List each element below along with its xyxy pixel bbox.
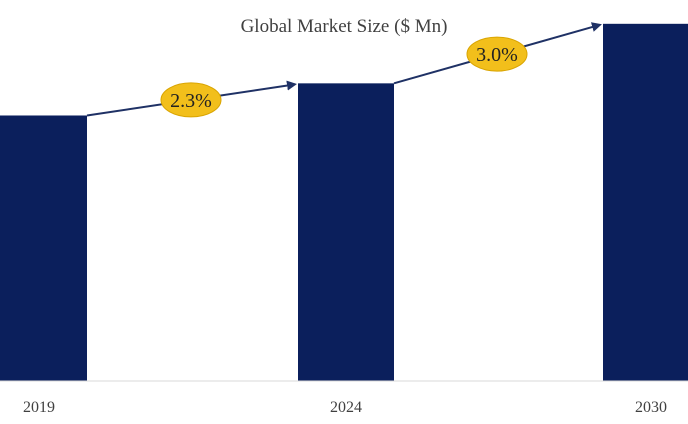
x-tick-label-2019: 2019	[23, 399, 55, 416]
bar-2019	[0, 115, 87, 381]
cagr-label-1: 2.3%	[170, 90, 212, 112]
bar-2030	[603, 23, 688, 381]
bar-2024	[298, 83, 394, 381]
x-tick-label-2030: 2030	[635, 399, 667, 416]
cagr-badge-2	[466, 36, 528, 72]
x-tick-label-2024: 2024	[330, 399, 362, 416]
cagr-label-2: 3.0%	[476, 44, 518, 66]
cagr-badge-1	[160, 82, 222, 118]
chart-title: Global Market Size ($ Mn)	[240, 16, 448, 37]
